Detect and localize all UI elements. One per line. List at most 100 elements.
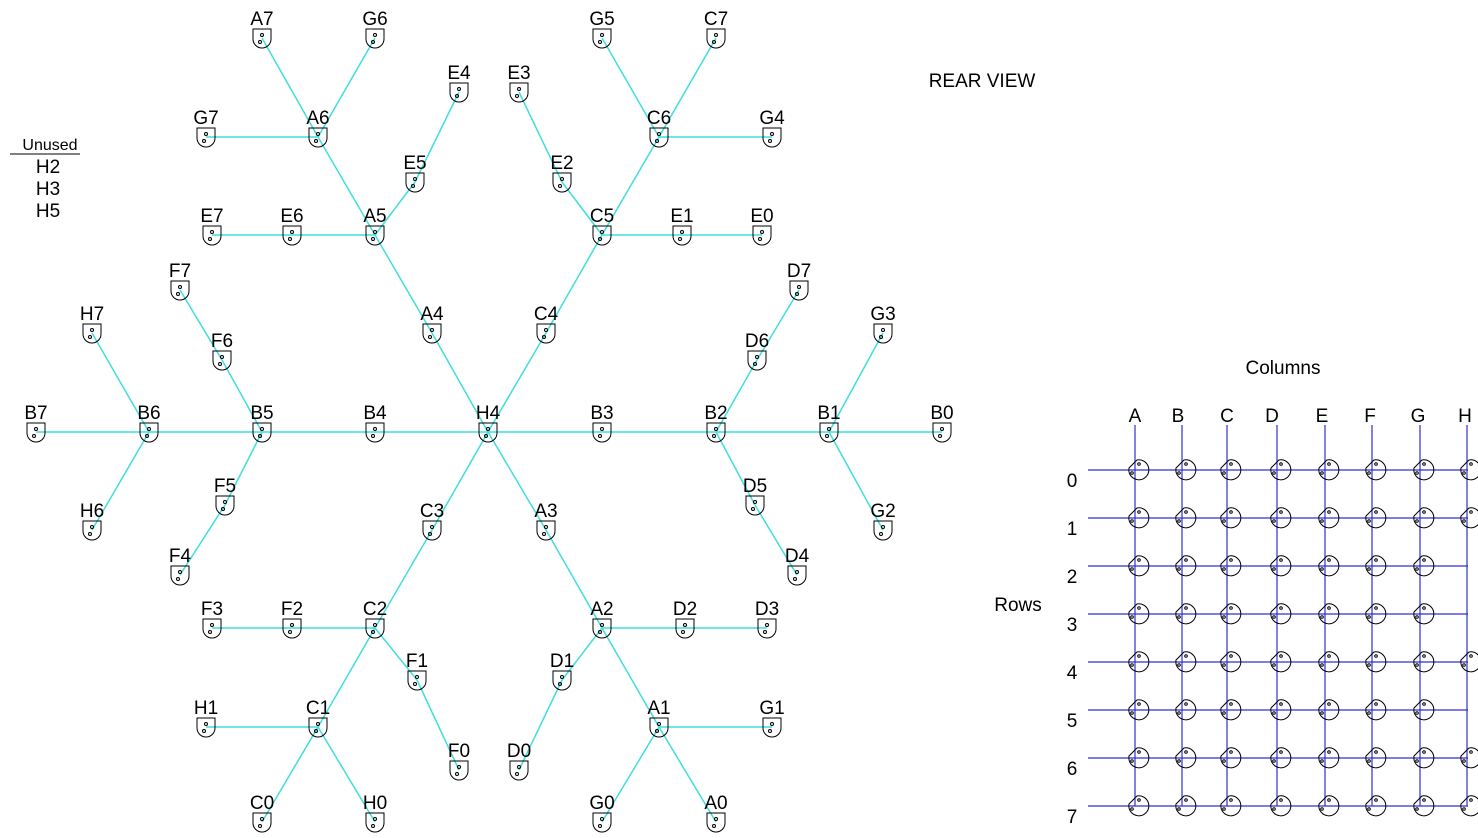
grid-led: [1460, 507, 1478, 529]
pin: [1320, 663, 1324, 667]
grid-led: [1365, 555, 1387, 577]
pin: [90, 328, 94, 332]
pin: [1327, 462, 1331, 466]
pin: [428, 335, 432, 339]
pin: [1229, 510, 1233, 514]
led-icon: [82, 323, 102, 344]
wire: [545, 234, 603, 334]
node-label: C4: [534, 304, 559, 325]
pin: [176, 292, 180, 296]
row-label: 1: [1067, 519, 1078, 540]
pin: [1229, 606, 1233, 610]
led-icon: [407, 670, 427, 691]
pin: [881, 328, 885, 332]
node-label: G5: [589, 9, 614, 30]
column-label: E: [1316, 406, 1329, 427]
pin: [1469, 510, 1473, 514]
node-label: H0: [363, 793, 387, 814]
grid-led: [1365, 507, 1387, 529]
pin: [763, 630, 767, 634]
pin: [413, 682, 417, 686]
pin: [1229, 462, 1233, 466]
pin: [1130, 519, 1134, 523]
pin: [1229, 558, 1233, 562]
pin: [1374, 750, 1378, 754]
node-label: B5: [250, 403, 273, 424]
node-label: E3: [507, 63, 530, 84]
pin: [1130, 663, 1134, 667]
grid-led: [1175, 507, 1197, 529]
pin: [542, 532, 546, 536]
pin: [1415, 615, 1419, 619]
pin: [600, 230, 604, 234]
pin: [1184, 606, 1188, 610]
node-label: D3: [755, 599, 779, 620]
pin: [1367, 711, 1371, 715]
wire: [414, 91, 460, 183]
led-icon: [252, 422, 272, 443]
led-icon: [649, 127, 669, 148]
led-icon: [747, 350, 767, 371]
pin: [430, 525, 434, 529]
node-label: F1: [406, 651, 428, 672]
pin: [1184, 798, 1188, 802]
node-label: A0: [704, 793, 727, 814]
grid-led: [1270, 795, 1292, 817]
unused-item: H2: [36, 157, 60, 178]
pin: [373, 427, 377, 431]
grid-led: [1413, 747, 1435, 769]
node-label: C2: [363, 599, 387, 620]
node-label: E4: [447, 63, 471, 84]
pin: [1469, 462, 1473, 466]
wire: [601, 37, 660, 138]
column-label: C: [1220, 406, 1234, 427]
wire: [487, 431, 547, 531]
node-label: E2: [550, 153, 573, 174]
column-label: G: [1411, 406, 1426, 427]
pin: [1422, 510, 1426, 514]
grid-led: [1460, 747, 1478, 769]
led-icon: [139, 422, 159, 443]
pin: [316, 722, 320, 726]
pin: [940, 427, 944, 431]
pin: [371, 434, 375, 438]
led-icon: [932, 422, 952, 443]
pin: [770, 132, 774, 136]
pin: [938, 434, 942, 438]
led-icon: [592, 225, 612, 246]
pin: [657, 722, 661, 726]
row-label: 2: [1067, 567, 1078, 588]
grid-led: [1318, 507, 1340, 529]
node-label: D2: [673, 599, 697, 620]
wire: [487, 332, 547, 433]
grid-led: [1175, 699, 1197, 721]
pin: [1222, 711, 1226, 715]
led-icon: [252, 28, 272, 49]
pin: [258, 434, 262, 438]
led-icon: [706, 422, 726, 443]
grid-led: [1460, 651, 1478, 673]
pin: [1279, 654, 1283, 658]
pin: [1327, 654, 1331, 658]
pin: [290, 623, 294, 627]
pin: [88, 532, 92, 536]
node-label: G7: [193, 108, 218, 129]
pin: [1320, 567, 1324, 571]
pin: [1177, 471, 1181, 475]
pin: [1415, 711, 1419, 715]
grid-led: [1413, 555, 1435, 577]
pin: [1320, 759, 1324, 763]
grid-led: [1460, 459, 1478, 481]
grid-led: [1175, 555, 1197, 577]
wire: [601, 726, 660, 823]
pin: [1137, 606, 1141, 610]
led-icon: [212, 350, 232, 371]
node-label: A5: [363, 206, 386, 227]
pin: [1222, 471, 1226, 475]
pin: [34, 427, 38, 431]
pin: [455, 772, 459, 776]
pin: [600, 623, 604, 627]
grid-led: [1220, 459, 1242, 481]
led-icon: [308, 717, 328, 738]
node-label: G2: [870, 501, 895, 522]
